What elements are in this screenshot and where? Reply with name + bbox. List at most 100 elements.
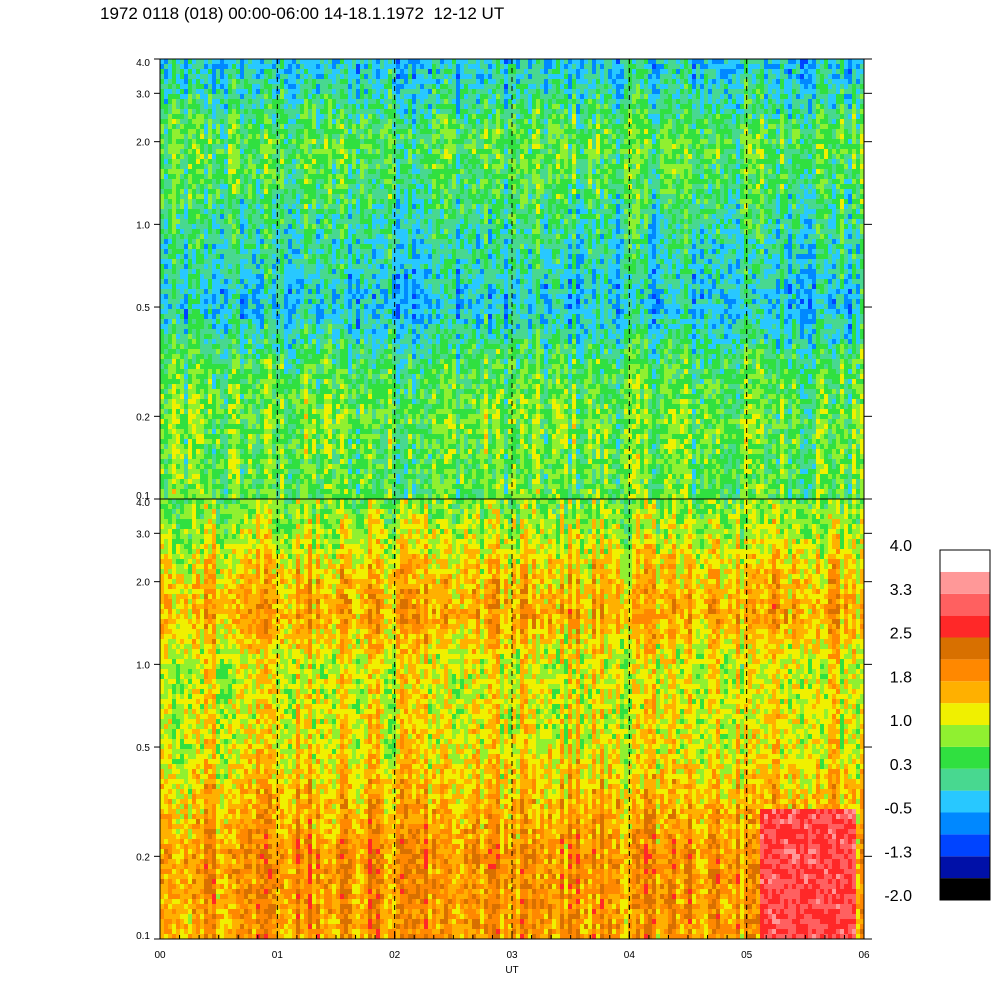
heatmap-cell: [184, 114, 188, 119]
heatmap-cell: [276, 64, 280, 69]
heatmap-cell: [840, 134, 844, 139]
heatmap-cell: [528, 144, 532, 149]
heatmap-cell: [380, 184, 384, 189]
heatmap-cell: [368, 194, 372, 199]
heatmap-cell: [412, 174, 416, 179]
heatmap-cell: [748, 114, 752, 119]
heatmap-cell: [680, 149, 684, 154]
heatmap-cell: [812, 79, 816, 84]
heatmap-cell: [736, 149, 740, 154]
heatmap-cell: [472, 159, 476, 164]
heatmap-cell: [720, 64, 724, 69]
heatmap-cell: [500, 149, 504, 154]
heatmap-cell: [484, 144, 488, 149]
heatmap-cell: [820, 59, 824, 64]
heatmap-cell: [656, 99, 660, 104]
heatmap-cell: [284, 119, 288, 124]
heatmap-cell: [580, 189, 584, 194]
heatmap-cell: [536, 189, 540, 194]
heatmap-cell: [240, 109, 244, 114]
heatmap-cell: [636, 64, 640, 69]
heatmap-cell: [724, 104, 728, 109]
heatmap-cell: [544, 154, 548, 159]
heatmap-cell: [724, 144, 728, 149]
heatmap-cell: [484, 179, 488, 184]
heatmap-cell: [588, 109, 592, 114]
heatmap-cell: [324, 139, 328, 144]
heatmap-cell: [588, 99, 592, 104]
heatmap-cell: [676, 154, 680, 159]
heatmap-cell: [836, 124, 840, 129]
heatmap-cell: [540, 104, 544, 109]
heatmap-cell: [272, 104, 276, 109]
heatmap-cell: [328, 89, 332, 94]
heatmap-cell: [420, 59, 424, 64]
heatmap-cell: [176, 79, 180, 84]
heatmap-cell: [768, 164, 772, 169]
heatmap-cell: [760, 169, 764, 174]
heatmap-cell: [496, 89, 500, 94]
heatmap-cell: [780, 184, 784, 189]
heatmap-cell: [448, 74, 452, 79]
heatmap-cell: [720, 149, 724, 154]
heatmap-cell: [712, 129, 716, 134]
heatmap-cell: [624, 64, 628, 69]
heatmap-cell: [328, 199, 332, 204]
heatmap-cell: [632, 134, 636, 139]
heatmap-cell: [548, 149, 552, 154]
heatmap-cell: [428, 69, 432, 74]
heatmap-cell: [676, 119, 680, 124]
heatmap-cell: [548, 164, 552, 169]
heatmap-cell: [784, 179, 788, 184]
heatmap-cell: [616, 164, 620, 169]
heatmap-cell: [416, 184, 420, 189]
heatmap-cell: [852, 174, 856, 179]
heatmap-cell: [232, 174, 236, 179]
heatmap-cell: [576, 69, 580, 74]
heatmap-cell: [256, 99, 260, 104]
heatmap-cell: [536, 169, 540, 174]
heatmap-cell: [264, 109, 268, 114]
heatmap-cell: [696, 84, 700, 89]
heatmap-cell: [372, 149, 376, 154]
heatmap-cell: [724, 114, 728, 119]
heatmap-cell: [240, 179, 244, 184]
heatmap-cell: [544, 69, 548, 74]
heatmap-cell: [280, 74, 284, 79]
heatmap-cell: [260, 164, 264, 169]
heatmap-cell: [608, 129, 612, 134]
heatmap-cell: [388, 104, 392, 109]
heatmap-cell: [836, 109, 840, 114]
heatmap-cell: [224, 159, 228, 164]
heatmap-cell: [820, 149, 824, 154]
heatmap-cell: [356, 149, 360, 154]
heatmap-cell: [512, 74, 516, 79]
heatmap-cell: [472, 74, 476, 79]
heatmap-cell: [740, 134, 744, 139]
heatmap-cell: [452, 94, 456, 99]
heatmap-cell: [608, 194, 612, 199]
heatmap-cell: [260, 74, 264, 79]
heatmap-cell: [808, 169, 812, 174]
heatmap-cell: [560, 69, 564, 74]
heatmap-cell: [744, 184, 748, 189]
heatmap-cell: [696, 89, 700, 94]
heatmap-cell: [680, 129, 684, 134]
heatmap-cell: [256, 109, 260, 114]
heatmap-cell: [308, 129, 312, 134]
heatmap-cell: [808, 74, 812, 79]
heatmap-cell: [188, 189, 192, 194]
heatmap-cell: [312, 114, 316, 119]
heatmap-cell: [464, 119, 468, 124]
heatmap-cell: [376, 174, 380, 179]
heatmap-cell: [544, 104, 548, 109]
heatmap-cell: [632, 104, 636, 109]
heatmap-cell: [832, 119, 836, 124]
heatmap-cell: [548, 84, 552, 89]
heatmap-cell: [356, 129, 360, 134]
heatmap-cell: [716, 129, 720, 134]
heatmap-cell: [396, 134, 400, 139]
heatmap-cell: [320, 159, 324, 164]
heatmap-cell: [800, 144, 804, 149]
heatmap-cell: [760, 154, 764, 159]
